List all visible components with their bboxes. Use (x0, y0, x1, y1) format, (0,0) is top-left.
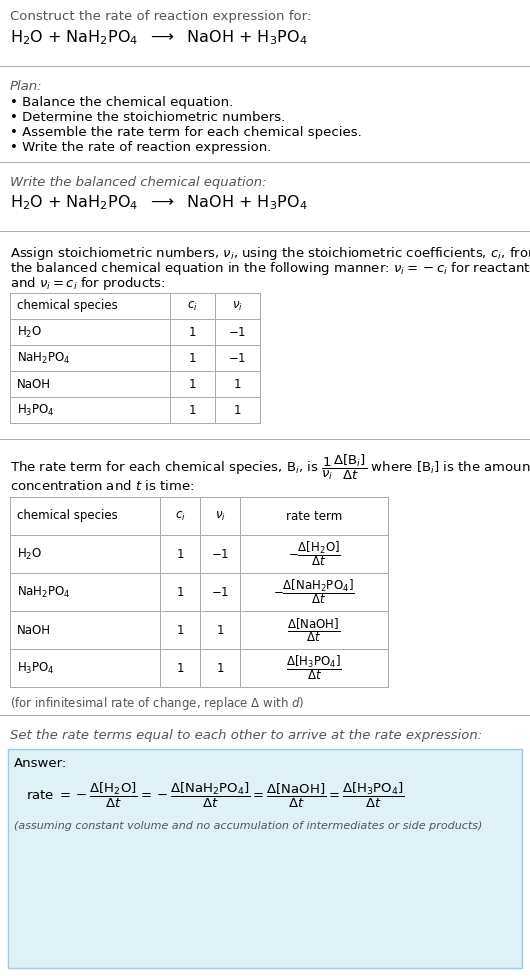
Text: rate $= -\dfrac{\Delta[\mathrm{H_2O}]}{\Delta t} = -\dfrac{\Delta[\mathrm{NaH_2P: rate $= -\dfrac{\Delta[\mathrm{H_2O}]}{\… (26, 781, 405, 810)
Text: and $\nu_i = c_i$ for products:: and $\nu_i = c_i$ for products: (10, 275, 165, 292)
Text: concentration and $t$ is time:: concentration and $t$ is time: (10, 479, 194, 493)
Text: $-1$: $-1$ (228, 326, 246, 339)
Text: 1: 1 (176, 624, 184, 636)
Text: 1: 1 (176, 548, 184, 560)
Text: 1: 1 (189, 351, 196, 364)
Text: Set the rate terms equal to each other to arrive at the rate expression:: Set the rate terms equal to each other t… (10, 729, 482, 742)
Text: H$_3$PO$_4$: H$_3$PO$_4$ (17, 661, 55, 675)
Text: $-\dfrac{\Delta[\mathrm{NaH_2PO_4}]}{\Delta t}$: $-\dfrac{\Delta[\mathrm{NaH_2PO_4}]}{\De… (273, 578, 355, 606)
FancyBboxPatch shape (8, 749, 522, 968)
Bar (10, 293, 260, 423)
Text: 1: 1 (189, 326, 196, 339)
Text: $1$: $1$ (233, 378, 242, 390)
Text: 1: 1 (176, 586, 184, 598)
Text: $1$: $1$ (216, 624, 224, 636)
Text: Write the balanced chemical equation:: Write the balanced chemical equation: (10, 176, 267, 189)
Text: Plan:: Plan: (10, 80, 42, 93)
Text: 1: 1 (176, 662, 184, 674)
Text: NaOH: NaOH (17, 624, 51, 636)
Text: the balanced chemical equation in the following manner: $\nu_i = -c_i$ for react: the balanced chemical equation in the fo… (10, 260, 530, 277)
Text: NaH$_2$PO$_4$: NaH$_2$PO$_4$ (17, 350, 70, 366)
Text: H$_2$O: H$_2$O (17, 324, 42, 340)
Text: chemical species: chemical species (17, 300, 118, 312)
Text: rate term: rate term (286, 509, 342, 522)
Text: • Assemble the rate term for each chemical species.: • Assemble the rate term for each chemic… (10, 126, 362, 139)
Text: H$_2$O + NaH$_2$PO$_4$  $\longrightarrow$  NaOH + H$_3$PO$_4$: H$_2$O + NaH$_2$PO$_4$ $\longrightarrow$… (10, 28, 307, 47)
Text: H$_2$O + NaH$_2$PO$_4$  $\longrightarrow$  NaOH + H$_3$PO$_4$: H$_2$O + NaH$_2$PO$_4$ $\longrightarrow$… (10, 193, 307, 212)
Text: $\dfrac{\Delta[\mathrm{H_3PO_4}]}{\Delta t}$: $\dfrac{\Delta[\mathrm{H_3PO_4}]}{\Delta… (286, 654, 342, 682)
Text: Answer:: Answer: (14, 757, 67, 770)
Text: $1$: $1$ (233, 403, 242, 417)
Text: Construct the rate of reaction expression for:: Construct the rate of reaction expressio… (10, 10, 311, 23)
Text: (assuming constant volume and no accumulation of intermediates or side products): (assuming constant volume and no accumul… (14, 821, 482, 831)
Text: chemical species: chemical species (17, 509, 118, 522)
Text: $\nu_i$: $\nu_i$ (232, 300, 243, 312)
Text: • Balance the chemical equation.: • Balance the chemical equation. (10, 96, 233, 109)
Text: $-1$: $-1$ (228, 351, 246, 364)
Text: $1$: $1$ (216, 662, 224, 674)
Text: H$_2$O: H$_2$O (17, 547, 42, 561)
Text: • Write the rate of reaction expression.: • Write the rate of reaction expression. (10, 141, 271, 154)
Text: $-\dfrac{\Delta[\mathrm{H_2O}]}{\Delta t}$: $-\dfrac{\Delta[\mathrm{H_2O}]}{\Delta t… (288, 540, 340, 568)
Text: NaH$_2$PO$_4$: NaH$_2$PO$_4$ (17, 585, 70, 599)
Text: $c_i$: $c_i$ (187, 300, 198, 312)
Text: $c_i$: $c_i$ (175, 509, 186, 522)
Text: $-1$: $-1$ (211, 548, 229, 560)
Text: NaOH: NaOH (17, 378, 51, 390)
Bar (10, 497, 388, 687)
Text: • Determine the stoichiometric numbers.: • Determine the stoichiometric numbers. (10, 111, 285, 124)
Text: 1: 1 (189, 403, 196, 417)
Text: $\dfrac{\Delta[\mathrm{NaOH}]}{\Delta t}$: $\dfrac{\Delta[\mathrm{NaOH}]}{\Delta t}… (287, 616, 341, 644)
Text: The rate term for each chemical species, B$_i$, is $\dfrac{1}{\nu_i}\dfrac{\Delt: The rate term for each chemical species,… (10, 453, 530, 482)
Text: $-1$: $-1$ (211, 586, 229, 598)
Text: Assign stoichiometric numbers, $\nu_i$, using the stoichiometric coefficients, $: Assign stoichiometric numbers, $\nu_i$, … (10, 245, 530, 262)
Text: H$_3$PO$_4$: H$_3$PO$_4$ (17, 402, 55, 418)
Text: $\nu_i$: $\nu_i$ (215, 509, 225, 522)
Text: (for infinitesimal rate of change, replace Δ with $d$): (for infinitesimal rate of change, repla… (10, 695, 304, 712)
Text: 1: 1 (189, 378, 196, 390)
